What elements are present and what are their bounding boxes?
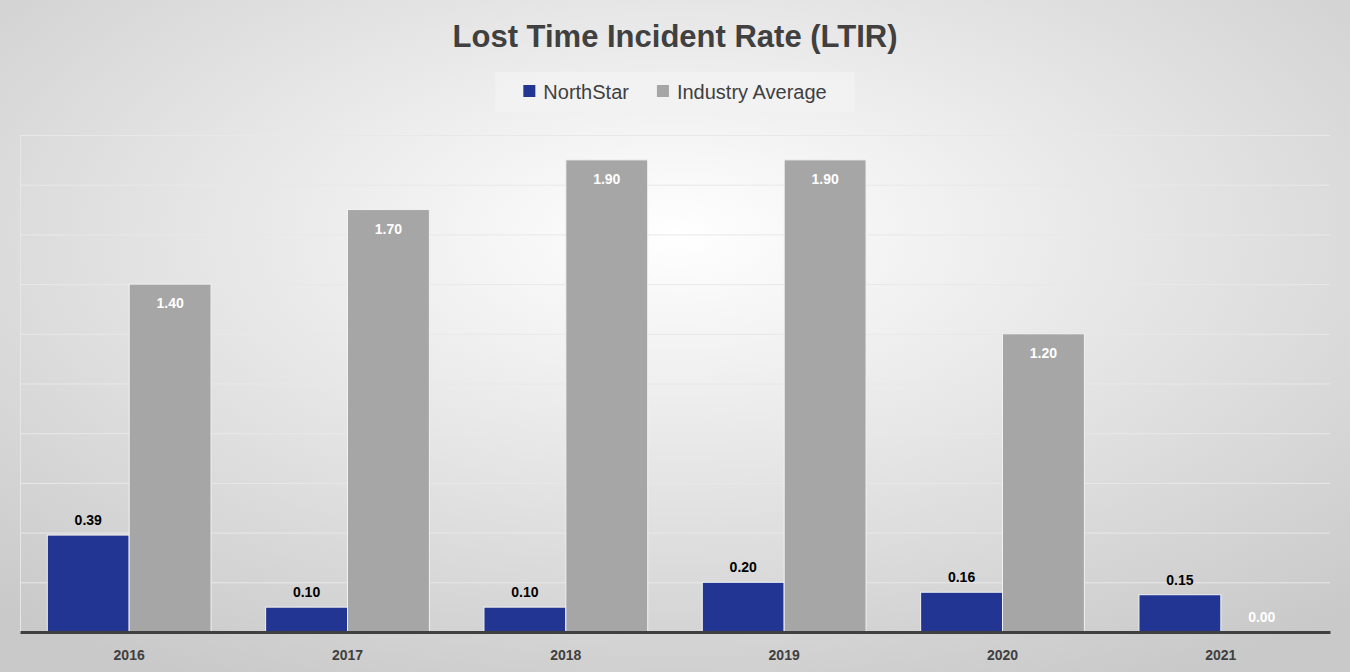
grid-line xyxy=(20,185,1330,186)
data-label: 0.00 xyxy=(1248,609,1275,625)
bar xyxy=(266,607,348,632)
bar xyxy=(566,160,648,632)
bar xyxy=(1003,334,1085,632)
x-axis-line xyxy=(21,631,1331,634)
grid-line xyxy=(20,533,1330,534)
legend-label: Industry Average xyxy=(677,81,827,103)
legend-label: NorthStar xyxy=(543,81,629,103)
data-label: 1.90 xyxy=(593,171,620,187)
data-label: 0.10 xyxy=(511,584,538,600)
x-tick: 2018 xyxy=(550,632,581,663)
data-label: 0.39 xyxy=(75,512,102,528)
x-tick-label: 2019 xyxy=(769,647,800,663)
y-tick xyxy=(20,483,1330,484)
data-label: 0.16 xyxy=(948,569,975,585)
y-axis xyxy=(20,136,1330,633)
grid-line xyxy=(20,632,1330,633)
grid-line xyxy=(20,135,1330,136)
y-tick xyxy=(20,234,1330,235)
x-tick-label: 2016 xyxy=(114,647,145,663)
y-tick xyxy=(20,284,1330,285)
y-tick xyxy=(20,384,1330,385)
bar xyxy=(1139,595,1221,632)
y-tick xyxy=(20,135,1330,136)
bars xyxy=(47,160,1221,632)
legend: NorthStar Industry Average xyxy=(495,72,854,112)
chart: Lost Time Incident Rate (LTIR)2016201720… xyxy=(0,0,1350,672)
bar xyxy=(129,284,211,632)
x-tick: 2021 xyxy=(1205,632,1236,663)
grid-line xyxy=(20,384,1330,385)
bar xyxy=(784,160,866,632)
data-label: 1.70 xyxy=(375,221,402,237)
data-label: 0.15 xyxy=(1166,572,1193,588)
x-tick-label: 2017 xyxy=(332,647,363,663)
grid-line xyxy=(20,433,1330,434)
y-tick xyxy=(20,185,1330,186)
grid-line xyxy=(20,582,1330,583)
y-tick xyxy=(20,632,1330,633)
legend-swatch xyxy=(523,85,535,97)
data-label: 0.20 xyxy=(730,559,757,575)
data-label: 1.20 xyxy=(1030,345,1057,361)
grid-line xyxy=(20,334,1330,335)
x-tick-label: 2018 xyxy=(550,647,581,663)
data-labels: 0.39 0.10 0.10 0.20 0.16 0.15 1.40 1.70 1.90 1.90… xyxy=(75,171,1276,625)
y-axis-line xyxy=(21,136,1331,633)
legend-swatch xyxy=(657,85,669,97)
legend-box xyxy=(495,72,854,112)
y-tick xyxy=(20,582,1330,583)
bar xyxy=(348,210,430,632)
x-tick-label: 2020 xyxy=(987,647,1018,663)
plot: 2016 2017 2018 2019 2020 2021 0.39 0.10 0.10 0.20… xyxy=(20,136,1331,663)
grid-line xyxy=(20,234,1330,235)
x-tick: 2016 xyxy=(114,632,145,663)
x-tick: 2019 xyxy=(769,632,800,663)
x-tick: 2017 xyxy=(332,632,363,663)
legend-item: Industry Average xyxy=(657,81,827,103)
title: Lost Time Incident Rate (LTIR) xyxy=(453,19,898,54)
bar xyxy=(47,535,129,632)
x-tick-label: 2021 xyxy=(1205,647,1236,663)
x-tick: 2020 xyxy=(987,632,1018,663)
bar xyxy=(702,582,784,632)
y-tick xyxy=(20,433,1330,434)
y-tick xyxy=(20,334,1330,335)
background xyxy=(0,0,1350,672)
data-label: 1.40 xyxy=(156,295,183,311)
data-label: 0.10 xyxy=(293,584,320,600)
y-tick xyxy=(20,533,1330,534)
x-axis: 2016 2017 2018 2019 2020 2021 xyxy=(21,632,1331,663)
bar xyxy=(484,607,566,632)
grid-line xyxy=(20,284,1330,285)
bar xyxy=(921,592,1003,632)
data-label: 1.90 xyxy=(811,171,838,187)
legend-item: NorthStar xyxy=(523,81,629,103)
grid-line xyxy=(20,483,1330,484)
